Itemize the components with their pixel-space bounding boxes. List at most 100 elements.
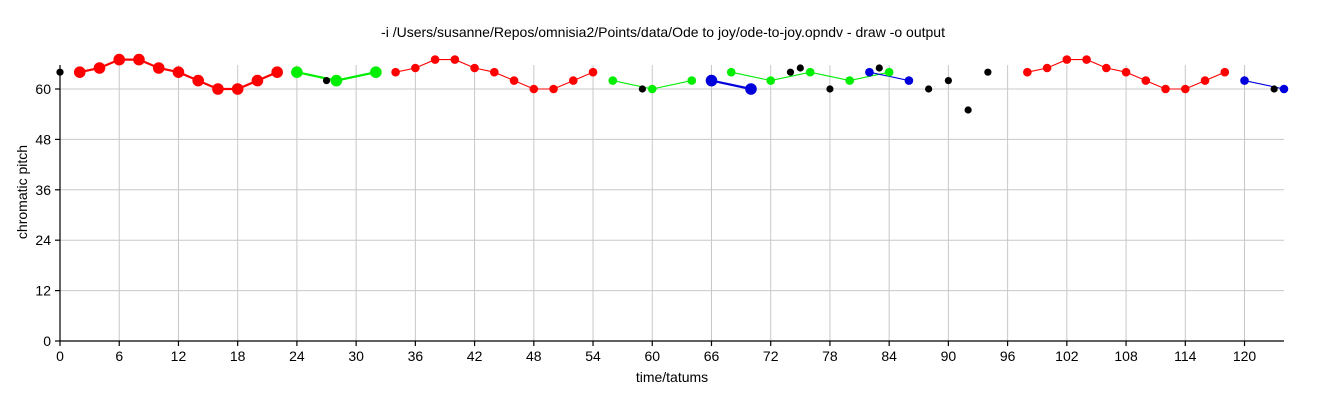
data-point-black — [925, 85, 933, 93]
x-tick-label: 30 — [348, 348, 364, 364]
data-point-blue — [705, 74, 718, 87]
x-tick-label: 36 — [408, 348, 424, 364]
data-point-red — [172, 66, 185, 78]
series-line-blue — [1244, 80, 1285, 90]
y-tick-label: 12 — [35, 283, 51, 299]
data-point-red — [470, 63, 479, 73]
x-tick-label: 84 — [881, 348, 897, 364]
data-point-black — [322, 77, 331, 85]
data-point-blue — [745, 83, 757, 95]
data-point-red — [73, 66, 86, 78]
x-tick-label: 12 — [171, 348, 187, 364]
data-point-blue — [904, 76, 914, 85]
data-point-red — [568, 76, 578, 85]
data-point-green — [884, 67, 894, 77]
y-tick-label: 48 — [35, 131, 51, 147]
data-point-black — [56, 68, 64, 76]
x-tick-label: 72 — [763, 348, 779, 364]
data-point-green — [845, 76, 854, 85]
x-tick-label: 66 — [704, 348, 720, 364]
data-point-black — [826, 85, 834, 93]
data-point-black — [638, 85, 646, 93]
x-tick-label: 18 — [230, 348, 246, 364]
data-points — [56, 53, 1289, 114]
data-point-green — [330, 74, 343, 87]
data-point-red — [430, 55, 440, 64]
x-tick-label: 108 — [1114, 348, 1138, 364]
y-tick-labels: 0 12 24 36 48 60 — [35, 81, 51, 349]
x-tick-label: 60 — [644, 348, 660, 364]
chart-title: -i /Users/susanne/Repos/omnisia2/Points/… — [381, 24, 945, 40]
data-point-black — [786, 68, 795, 76]
data-point-red — [93, 62, 106, 74]
x-axis-label: time/tatums — [636, 369, 708, 385]
x-tick-labels: 0 6 12 18 24 30 36 42 48 54 60 66 72 78 84 90 96 102 108 11… — [56, 348, 1256, 364]
y-tick-label: 60 — [35, 81, 51, 97]
x-tick-label: 42 — [467, 348, 483, 364]
y-tick-label: 36 — [35, 182, 51, 198]
data-point-red — [1121, 67, 1131, 77]
data-point-black — [964, 106, 972, 114]
data-point-black — [1270, 85, 1278, 93]
axes — [55, 65, 1284, 346]
data-point-red — [1161, 84, 1170, 94]
x-tick-label: 120 — [1233, 348, 1257, 364]
data-point-red — [251, 74, 264, 87]
x-tick-label: 6 — [115, 348, 123, 364]
data-point-green — [805, 67, 815, 77]
data-point-red — [529, 84, 539, 94]
data-point-red — [1200, 76, 1210, 85]
data-point-red — [391, 67, 400, 77]
data-point-red — [509, 76, 519, 85]
x-tick-label: 90 — [941, 348, 957, 364]
x-tick-label: 96 — [1000, 348, 1016, 364]
data-point-black — [984, 68, 992, 76]
x-tick-label: 78 — [822, 348, 838, 364]
data-point-red — [490, 67, 499, 77]
data-point-blue — [1279, 84, 1289, 94]
data-point-red — [549, 84, 558, 94]
data-point-black — [796, 64, 804, 72]
x-tick-label: 48 — [526, 348, 542, 364]
data-point-red — [271, 66, 283, 78]
data-point-red — [1141, 76, 1151, 85]
data-point-red — [1082, 55, 1091, 64]
data-point-red — [1220, 67, 1230, 77]
data-point-red — [152, 62, 165, 74]
data-point-green — [647, 84, 657, 94]
y-tick-label: 24 — [35, 232, 51, 248]
y-axis-label: chromatic pitch — [14, 145, 30, 239]
x-tick-label: 24 — [289, 348, 305, 364]
data-point-red — [1062, 55, 1072, 64]
data-point-blue — [1240, 76, 1249, 85]
data-point-red — [1180, 84, 1190, 94]
data-point-red — [450, 55, 460, 64]
data-point-red — [411, 63, 420, 73]
grid — [59, 65, 1284, 342]
data-point-red — [1102, 63, 1111, 73]
x-tick-label: 54 — [585, 348, 601, 364]
x-tick-label: 114 — [1174, 348, 1197, 364]
data-point-black — [944, 77, 952, 85]
data-point-red — [113, 53, 126, 66]
data-point-red — [1042, 63, 1052, 73]
data-point-red — [231, 83, 244, 95]
data-point-green — [291, 66, 303, 78]
data-point-red — [1023, 67, 1032, 77]
data-point-red — [588, 67, 598, 77]
data-point-green — [370, 66, 382, 78]
data-point-green — [766, 76, 776, 85]
x-tick-label: 102 — [1055, 348, 1079, 364]
x-tick-label: 0 — [56, 348, 64, 364]
data-point-red — [133, 53, 145, 66]
series-line-blue — [711, 79, 752, 91]
data-point-green — [608, 76, 618, 85]
data-point-green — [687, 76, 697, 85]
data-point-blue — [865, 67, 874, 77]
data-point-black — [875, 64, 883, 72]
data-point-red — [192, 74, 204, 87]
y-tick-label: 0 — [43, 333, 51, 349]
data-point-red — [212, 83, 224, 95]
data-point-green — [726, 67, 736, 77]
